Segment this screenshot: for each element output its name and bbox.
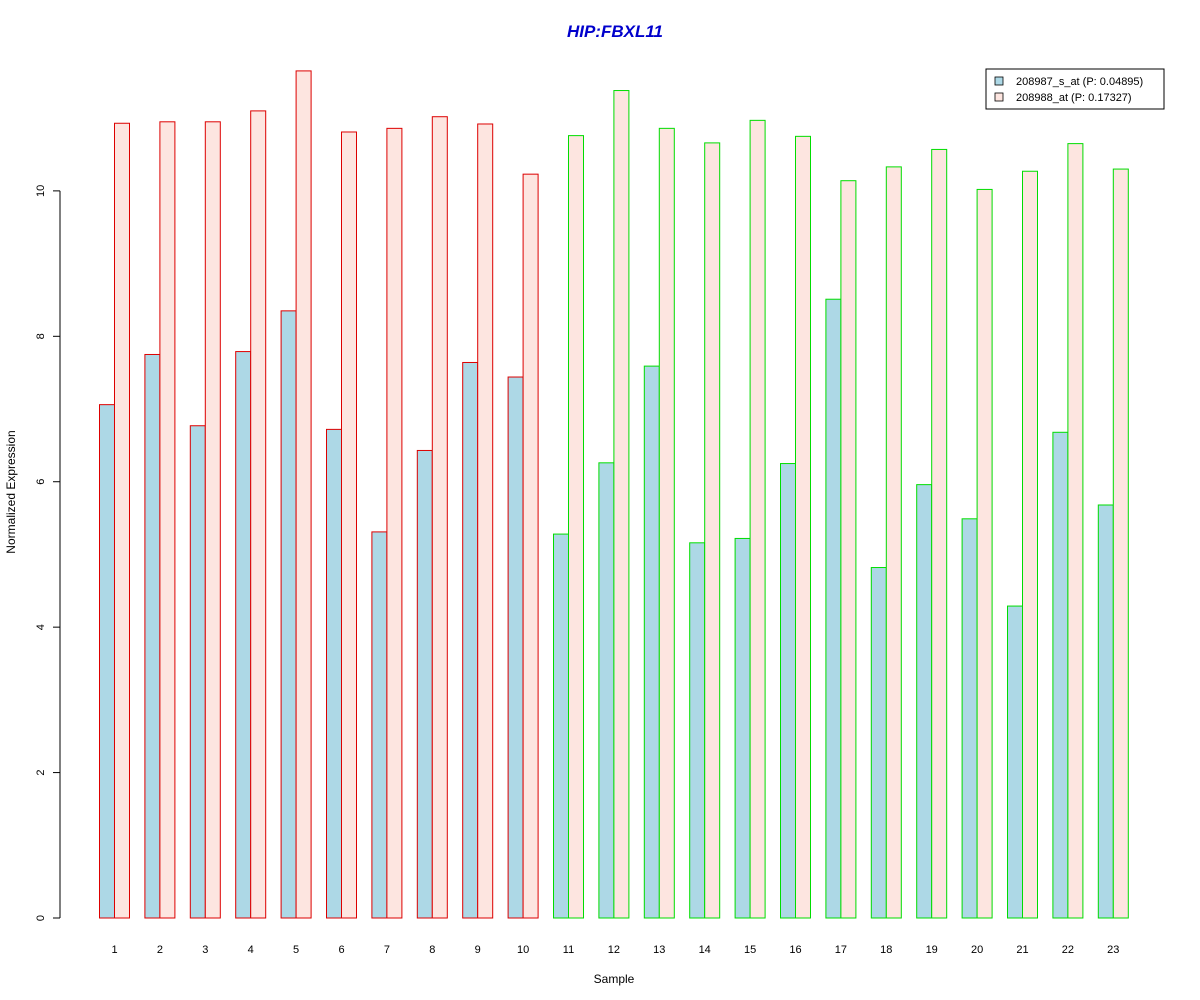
- legend-label-series-2: 208988_at (P: 0.17327): [1016, 92, 1132, 104]
- x-tick-label: 23: [1107, 944, 1119, 956]
- bar-sample-15-series-2: [749, 119, 766, 919]
- bar-sample-10-series-2: [522, 173, 539, 919]
- bar-sample-7-series-1: [371, 531, 388, 919]
- bar-sample-11-series-1: [553, 533, 569, 919]
- bar-sample-2-series-1: [144, 353, 161, 919]
- bar-sample-18-series-1: [870, 567, 887, 919]
- bar-sample-19-series-1: [916, 484, 933, 919]
- x-tick-label: 8: [429, 944, 435, 956]
- bar-sample-16-series-1: [780, 463, 796, 919]
- x-tick-label: 18: [880, 944, 892, 956]
- bar-sample-12-series-2: [613, 90, 630, 919]
- bar-sample-3-series-2: [204, 121, 221, 919]
- bar-sample-6-series-1: [326, 428, 342, 919]
- bar-sample-22-series-2: [1067, 143, 1084, 919]
- bar-sample-7-series-2: [386, 127, 403, 919]
- bar-sample-8-series-1: [416, 449, 433, 919]
- bar-sample-18-series-2: [885, 166, 902, 919]
- bar-sample-8-series-2: [431, 116, 448, 919]
- legend-label-series-1: 208987_s_at (P: 0.04895): [1016, 76, 1143, 88]
- bar-sample-20-series-2: [976, 188, 993, 919]
- y-tick-label: 6: [35, 479, 47, 485]
- x-axis-tick-labels: 1 2 3 4 5 6 7 8 9 10 11 12 13 14 15 16 17 18 19 20 21 22 23: [111, 944, 1119, 956]
- bar-sample-6-series-2: [341, 131, 357, 919]
- x-tick-label: 13: [653, 944, 665, 956]
- bar-sample-20-series-1: [961, 518, 978, 919]
- x-tick-label: 20: [971, 944, 983, 956]
- bar-sample-1-series-1: [99, 404, 115, 919]
- bar-sample-21-series-2: [1022, 170, 1038, 919]
- x-tick-label: 10: [517, 944, 529, 956]
- bar-sample-19-series-2: [931, 148, 948, 919]
- x-tick-label: 3: [202, 944, 208, 956]
- bar-sample-1-series-2: [114, 122, 130, 919]
- bar-sample-23-series-2: [1112, 168, 1129, 919]
- bar-sample-5-series-2: [295, 70, 312, 919]
- bar-sample-22-series-1: [1052, 431, 1069, 919]
- x-tick-label: 16: [789, 944, 801, 956]
- x-tick-label: 11: [563, 944, 574, 956]
- legend-swatch-series-2: [994, 92, 1004, 102]
- y-axis-label: Normalized Expression: [4, 430, 18, 553]
- bar-sample-3-series-1: [189, 425, 206, 919]
- x-tick-label: 7: [384, 944, 390, 956]
- x-tick-label: 4: [248, 944, 254, 956]
- x-tick-label: 15: [744, 944, 756, 956]
- bar-sample-15-series-1: [734, 537, 751, 919]
- x-tick-label: 6: [338, 944, 344, 956]
- y-axis: 0 2 4 6 8 10: [35, 185, 61, 921]
- x-tick-label: 1: [111, 944, 117, 956]
- bar-sample-11-series-2: [568, 135, 584, 919]
- bar-sample-23-series-1: [1097, 504, 1114, 919]
- x-axis-label: Sample: [594, 972, 635, 986]
- x-tick-label: 5: [293, 944, 299, 956]
- bar-sample-4-series-1: [235, 351, 252, 919]
- bar-sample-14-series-2: [704, 142, 721, 919]
- bar-sample-4-series-2: [250, 110, 267, 919]
- x-tick-label: 22: [1062, 944, 1074, 956]
- x-tick-label: 9: [475, 944, 481, 956]
- chart-title: HIP:FBXL11: [567, 22, 663, 41]
- bar-sample-13-series-2: [658, 127, 675, 919]
- bar-sample-9-series-2: [477, 123, 494, 919]
- bar-sample-5-series-1: [280, 310, 297, 919]
- bar-sample-2-series-2: [159, 121, 176, 919]
- bar-sample-17-series-2: [840, 180, 857, 919]
- bars-group: [99, 70, 1129, 919]
- bar-sample-13-series-1: [643, 365, 660, 919]
- y-tick-label: 8: [35, 333, 47, 339]
- x-tick-label: 14: [699, 944, 711, 956]
- bar-sample-9-series-1: [462, 361, 479, 919]
- bar-sample-17-series-1: [825, 298, 842, 919]
- x-tick-label: 19: [926, 944, 938, 956]
- x-tick-label: 2: [157, 944, 163, 956]
- y-tick-label: 2: [35, 770, 47, 776]
- y-tick-label: 4: [35, 624, 47, 630]
- x-tick-label: 12: [608, 944, 620, 956]
- bar-sample-21-series-1: [1007, 605, 1023, 919]
- bar-sample-16-series-2: [795, 135, 811, 919]
- y-tick-label: 0: [35, 915, 47, 921]
- x-tick-label: 21: [1016, 944, 1028, 956]
- x-tick-label: 17: [835, 944, 847, 956]
- y-tick-label: 10: [35, 185, 47, 197]
- bar-sample-10-series-1: [507, 376, 524, 919]
- bar-sample-12-series-1: [598, 462, 615, 919]
- legend-box: [985, 68, 1165, 110]
- legend-swatch-series-1: [994, 76, 1004, 86]
- legend: 208987_s_at (P: 0.04895) 208988_at (P: 0…: [985, 68, 1165, 110]
- bar-sample-14-series-1: [689, 542, 706, 919]
